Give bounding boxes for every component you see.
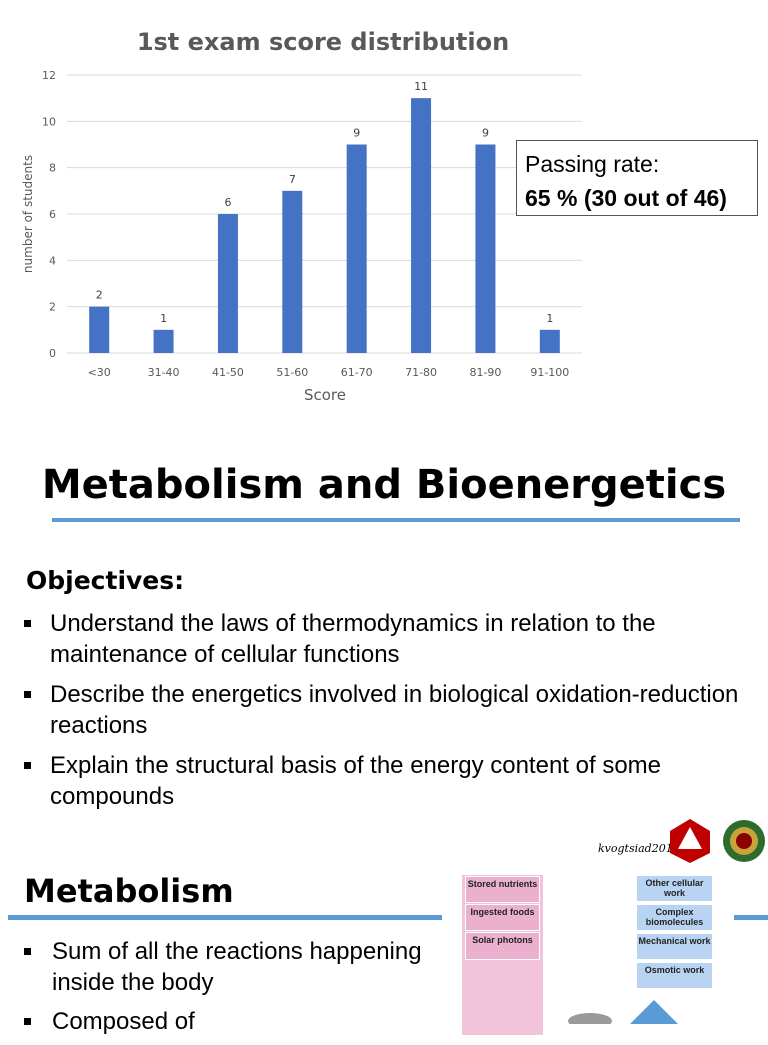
metabolism-title: Metabolism: [24, 872, 234, 910]
y-tick-label: 8: [49, 162, 56, 175]
data-label: 7: [289, 173, 296, 186]
bar: [89, 306, 110, 353]
triangle-mark-icon: [678, 827, 702, 849]
objective-text: Understand the laws of thermodynamics in…: [50, 610, 656, 668]
bar: [411, 98, 432, 354]
objective-item: Understand the laws of thermodynamics in…: [22, 608, 742, 670]
score-distribution-chart: 1st exam score distribution 0 2 4 6 8 10 12 2 1…: [21, 28, 582, 404]
objective-text: Explain the structural basis of the ener…: [50, 752, 662, 810]
seal-center-icon: [736, 833, 752, 849]
data-label: 1: [546, 312, 553, 325]
data-label: 1: [160, 312, 167, 325]
x-tick-label: 41-50: [212, 366, 244, 379]
bullet-square-icon: [24, 948, 31, 955]
passing-rate-label: Passing rate:: [525, 151, 660, 177]
work-box: Complex biomolecules: [636, 904, 713, 931]
data-label: 11: [414, 80, 428, 93]
y-tick-label: 12: [42, 69, 56, 82]
source-box: Ingested foods: [465, 904, 540, 931]
x-tick-label: 71-80: [405, 366, 437, 379]
data-label: 6: [224, 196, 231, 209]
chart-title: 1st exam score distribution: [137, 28, 509, 56]
x-tick-label: 61-70: [341, 366, 373, 379]
y-axis-ticks: 0 2 4 6 8 10 12: [42, 69, 56, 360]
source-box: Stored nutrients: [465, 876, 540, 903]
objectives-heading: Objectives:: [26, 566, 185, 595]
x-tick-label: 81-90: [469, 366, 501, 379]
x-axis-ticks: <30 31-40 41-50 51-60 61-70 71-80 81-90 91-100: [88, 366, 570, 379]
metabolism-underline: [8, 915, 442, 920]
signature: kvogtsiad2019: [598, 842, 680, 855]
work-box: Mechanical work: [636, 933, 713, 960]
bar: [153, 329, 174, 353]
chart-gridlines: [67, 74, 582, 354]
x-tick-label: <30: [88, 366, 111, 379]
y-tick-label: 4: [49, 254, 56, 267]
work-box: Other cellular work: [636, 875, 713, 902]
source-box: Solar photons: [465, 932, 540, 960]
bar: [282, 190, 303, 353]
bar: [539, 329, 560, 353]
objectives-list: Understand the laws of thermodynamics in…: [22, 608, 742, 821]
bar: [346, 144, 367, 353]
data-label: 9: [353, 127, 360, 140]
metabolism-underline-right: [734, 915, 768, 920]
objective-item: Describe the energetics involved in biol…: [22, 679, 742, 741]
slide-title: Metabolism and Bioenergetics: [41, 462, 727, 508]
passing-rate-value: 65 % (30 out of 46): [525, 185, 727, 211]
bullet-square-icon: [24, 691, 31, 698]
arrow-up-icon: [630, 1000, 678, 1024]
y-tick-label: 10: [42, 115, 56, 128]
atp-cylinder-icon: [568, 1013, 612, 1024]
bar: [217, 214, 238, 353]
x-tick-label: 31-40: [148, 366, 180, 379]
work-box: Osmotic work: [636, 962, 713, 989]
x-axis-label: Score: [304, 386, 346, 404]
title-underline: [52, 518, 740, 522]
objective-item: Explain the structural basis of the ener…: [22, 750, 742, 812]
bar: [475, 144, 496, 353]
bullet-square-icon: [24, 620, 31, 627]
metabolism-bullets: Sum of all the reactions happening insid…: [22, 936, 442, 1045]
bullet-text: Sum of all the reactions happening insid…: [52, 938, 422, 996]
data-label: 2: [96, 289, 103, 302]
y-tick-label: 6: [49, 208, 56, 221]
metabolism-bullet: Sum of all the reactions happening insid…: [22, 936, 442, 998]
data-label: 9: [482, 127, 489, 140]
diagram-bottom: [568, 1000, 678, 1024]
y-tick-label: 2: [49, 301, 56, 314]
logos: [670, 819, 765, 863]
x-tick-label: 91-100: [530, 366, 569, 379]
objective-text: Describe the energetics involved in biol…: [50, 681, 739, 739]
bullet-square-icon: [24, 762, 31, 769]
bullet-text: Composed of: [52, 1008, 195, 1035]
metabolism-bullet: Composed of: [22, 1006, 442, 1037]
x-tick-label: 51-60: [276, 366, 308, 379]
bullet-square-icon: [24, 1018, 31, 1025]
passing-rate-box: Passing rate: 65 % (30 out of 46): [516, 140, 758, 216]
bars: 2 1 6 7 9 11 9 1: [89, 80, 560, 354]
y-tick-label: 0: [49, 347, 56, 360]
y-axis-label: number of students: [21, 155, 35, 273]
